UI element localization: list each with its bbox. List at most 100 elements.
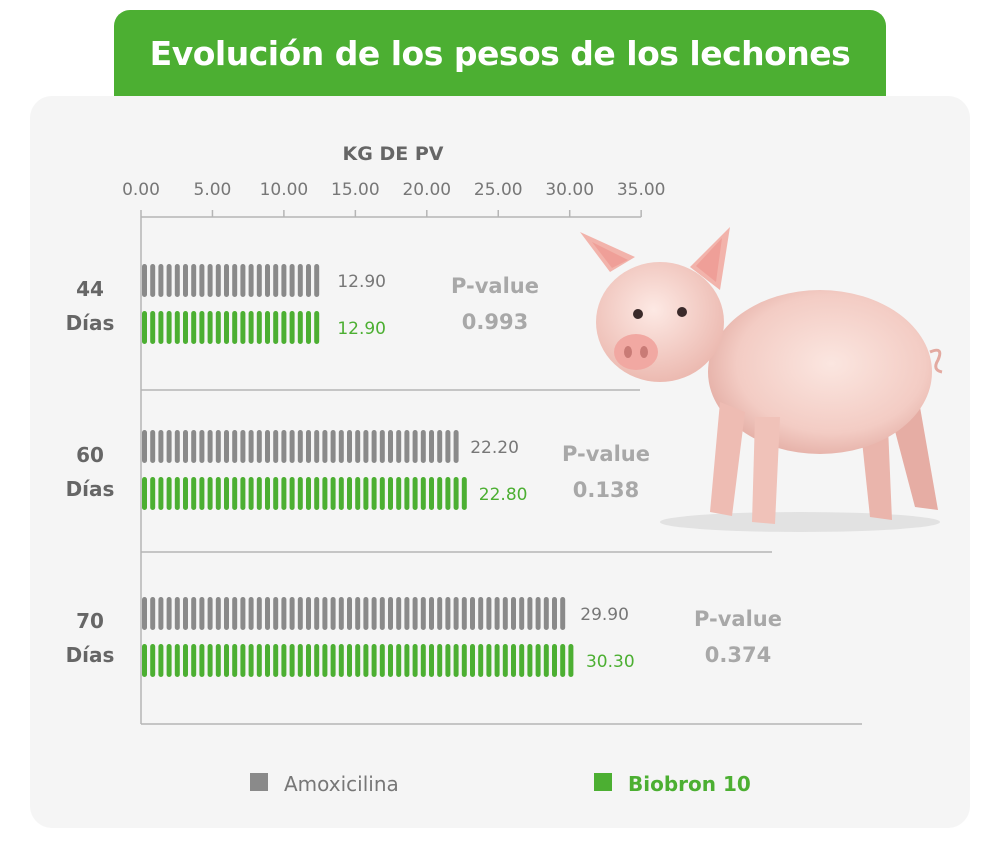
bar-stripe <box>338 477 344 510</box>
bar-stripe <box>207 264 213 297</box>
p-value-number: 0.374 <box>705 643 771 667</box>
bar-stripe <box>232 477 238 510</box>
p-value-label: P-value <box>451 274 539 298</box>
bar-stripe <box>240 477 246 510</box>
bar-stripe <box>404 597 410 630</box>
bar-stripe <box>363 430 369 463</box>
bar-stripe <box>314 311 320 344</box>
bar-stripe <box>248 477 254 510</box>
bar-stripe <box>429 430 434 463</box>
bar-stripe <box>379 477 385 510</box>
bar-stripe <box>412 477 418 510</box>
data-label: 29.90 <box>580 605 629 625</box>
bar-stripe <box>420 430 426 463</box>
bar-stripe <box>289 430 295 463</box>
bar-stripe <box>330 430 336 463</box>
x-tick-label: 0.00 <box>122 180 160 200</box>
bar-stripe <box>494 644 500 677</box>
legend-swatch <box>250 773 268 791</box>
x-tick-label: 35.00 <box>617 180 666 200</box>
bar-stripe <box>347 597 352 630</box>
bar-stripe <box>248 311 254 344</box>
data-label: 12.90 <box>337 272 386 292</box>
bar-stripe <box>142 477 147 510</box>
bar-stripe <box>297 644 303 677</box>
bar-stripe <box>355 644 361 677</box>
x-tick-label: 15.00 <box>331 180 380 200</box>
bar-stripe <box>511 597 516 630</box>
title-banner: Evolución de los pesos de los lechones <box>114 10 886 96</box>
bar-stripe <box>314 644 320 677</box>
bar-stripe <box>150 264 156 297</box>
bar-stripe <box>527 597 533 630</box>
bar-stripe <box>289 644 295 677</box>
bar-stripe <box>543 644 549 677</box>
bar-stripe <box>224 264 229 297</box>
bar-stripe <box>207 597 213 630</box>
bar-stripe <box>207 311 213 344</box>
bar-stripe <box>150 597 156 630</box>
bar-stripe <box>420 477 426 510</box>
bar-stripe <box>199 477 205 510</box>
bar-stripe <box>232 430 238 463</box>
category-label: 70 <box>76 609 104 633</box>
bar-stripe <box>215 311 221 344</box>
bar-stripe <box>215 477 221 510</box>
bar-stripe <box>453 644 459 677</box>
bar-stripe <box>453 430 459 463</box>
bar-stripe <box>502 644 508 677</box>
bar-stripe <box>519 644 525 677</box>
bar-stripe <box>371 477 377 510</box>
bar-stripe <box>420 644 426 677</box>
bar-stripe <box>461 597 467 630</box>
bar-stripe <box>158 644 164 677</box>
bar-stripe <box>273 311 279 344</box>
bar-stripe <box>355 430 361 463</box>
bar-amoxicilina <box>142 597 566 630</box>
bar-stripe <box>445 597 451 630</box>
bar-stripe <box>396 644 402 677</box>
bar-stripe <box>174 311 180 344</box>
bar-stripe <box>281 477 287 510</box>
bar-stripe <box>388 644 393 677</box>
bar-stripe <box>412 644 418 677</box>
bar-stripe <box>166 311 172 344</box>
page-title: Evolución de los pesos de los lechones <box>149 33 851 73</box>
bar-stripe <box>183 644 188 677</box>
bar-stripe <box>371 644 377 677</box>
bar-stripe <box>256 477 262 510</box>
bar-stripe <box>330 644 336 677</box>
bar-stripe <box>322 477 328 510</box>
bar-stripe <box>215 644 221 677</box>
p-value-number: 0.138 <box>573 478 639 502</box>
bar-stripe <box>174 264 180 297</box>
bar-stripe <box>379 430 385 463</box>
bar-stripe <box>240 644 246 677</box>
category-label: Días <box>66 477 115 501</box>
bar-stripe <box>265 477 270 510</box>
bar-biobron <box>142 477 467 510</box>
bar-stripe <box>560 597 566 630</box>
bar-stripe <box>199 430 205 463</box>
bar-stripe <box>289 264 295 297</box>
bar-stripe <box>232 597 238 630</box>
bar-stripe <box>273 430 279 463</box>
bar-stripe <box>494 597 500 630</box>
bar-stripe <box>142 644 147 677</box>
bar-stripe <box>363 597 369 630</box>
category-label: 60 <box>76 443 104 467</box>
bar-stripe <box>297 430 303 463</box>
bar-stripe <box>396 477 402 510</box>
bar-stripe <box>322 644 328 677</box>
bar-stripe <box>199 311 205 344</box>
bar-stripe <box>240 597 246 630</box>
bar-stripe <box>437 597 443 630</box>
bar-stripe <box>363 477 369 510</box>
bar-stripe <box>166 264 172 297</box>
bar-stripe <box>224 477 229 510</box>
bar-stripe <box>158 264 164 297</box>
bar-stripe <box>322 597 328 630</box>
bar-stripe <box>281 597 287 630</box>
bar-stripe <box>191 430 197 463</box>
bar-stripe <box>265 264 270 297</box>
